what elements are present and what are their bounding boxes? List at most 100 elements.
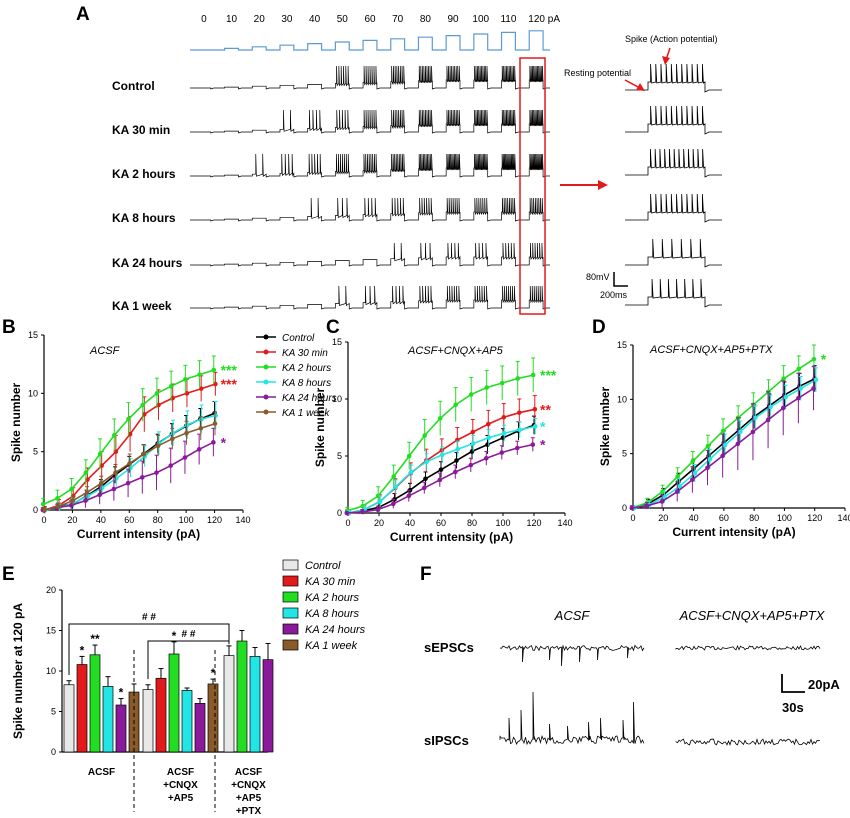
data-point xyxy=(438,467,444,472)
y-tick-label: 10 xyxy=(332,394,342,404)
data-point xyxy=(629,505,635,511)
condition-label: KA 24 hours xyxy=(112,256,183,270)
data-point xyxy=(484,455,489,461)
data-point xyxy=(141,451,147,457)
legend-marker xyxy=(263,379,269,385)
legend-label: KA 30 min xyxy=(282,348,328,359)
bar-group: * * ACSF +CNQX +AP5 xyxy=(142,629,219,804)
group-label: +AP5 xyxy=(236,793,262,804)
data-point xyxy=(517,427,522,433)
panel-d-letter: D xyxy=(592,317,606,338)
x-tick-label: 120 xyxy=(807,513,822,523)
significance-star: * xyxy=(172,629,177,643)
significance-star: ** xyxy=(90,632,100,646)
data-point xyxy=(515,376,520,381)
group-label: ACSF xyxy=(88,767,115,778)
legend-swatch xyxy=(282,559,299,571)
data-point xyxy=(530,372,536,378)
bar xyxy=(168,653,180,753)
data-point xyxy=(437,477,443,483)
data-point xyxy=(484,385,490,390)
data-point xyxy=(140,402,145,408)
legend-marker xyxy=(263,409,269,415)
data-point xyxy=(140,475,145,480)
data-point xyxy=(198,426,204,431)
significance-star: *** xyxy=(221,376,238,392)
zoomed-traces xyxy=(625,63,722,308)
group-label: +CNQX xyxy=(163,780,198,791)
data-point xyxy=(423,476,428,482)
data-point xyxy=(783,394,788,400)
scale-bar-a: 80mV 200ms xyxy=(586,272,628,300)
data-point xyxy=(98,480,104,486)
data-point xyxy=(532,406,538,412)
legend-label: KA 2 hours xyxy=(282,363,331,374)
panel-b: B 0 20 40 60 80 100 120 140 0 5 10 15 Current intens… xyxy=(2,317,337,541)
legend-label: KA 2 hours xyxy=(305,592,360,604)
bar xyxy=(155,677,167,753)
significance-star: *** xyxy=(540,367,557,383)
scale-time: 200ms xyxy=(600,290,628,300)
x-tick-label: 140 xyxy=(837,513,850,523)
data-point xyxy=(55,496,60,501)
data-point xyxy=(360,509,365,515)
series-ka8h xyxy=(346,417,538,516)
data-point xyxy=(113,470,118,475)
y-tick-label: 15 xyxy=(28,330,38,340)
data-point xyxy=(424,459,430,465)
data-point xyxy=(796,395,801,401)
data-point xyxy=(40,501,46,507)
data-point xyxy=(644,503,650,509)
chart-title: ACSF+CNQX+AP5+PTX xyxy=(649,344,773,356)
current-traces xyxy=(499,644,821,746)
data-point xyxy=(393,484,399,490)
trace xyxy=(190,285,550,310)
y-tick-label: 5 xyxy=(622,449,627,459)
highlight-box xyxy=(519,57,546,315)
data-point xyxy=(406,493,412,499)
panel-f: F ACSF ACSF+CNQX+AP5+PTX sEPSCs sIPSCs 2… xyxy=(420,564,840,748)
y-tick-label: 0 xyxy=(33,505,38,515)
x-axis-label: Current intensity (pA) xyxy=(390,530,513,544)
data-point xyxy=(798,386,804,391)
data-point xyxy=(486,421,491,427)
x-tick-label: 120 xyxy=(526,518,541,528)
sipsc-ptx xyxy=(675,738,821,746)
data-point xyxy=(170,436,175,442)
bar xyxy=(262,659,274,753)
bar xyxy=(236,640,248,753)
trace xyxy=(190,109,550,134)
x-tick-label: 20 xyxy=(374,518,384,528)
series-ka24h xyxy=(629,366,816,511)
col-acsf: ACSF xyxy=(554,608,591,623)
data-point xyxy=(168,384,174,389)
current-label: 40 xyxy=(309,14,321,25)
x-tick-label: 40 xyxy=(689,513,699,523)
x-tick-label: 60 xyxy=(719,513,729,523)
data-point xyxy=(720,428,726,434)
bar xyxy=(194,703,206,753)
y-tick-label: 15 xyxy=(617,340,627,350)
data-point xyxy=(530,442,536,447)
data-point xyxy=(659,499,665,504)
y-tick-label: 0 xyxy=(337,508,342,518)
data-point xyxy=(83,470,89,475)
zoom-trace xyxy=(625,278,722,308)
data-point xyxy=(408,469,414,475)
data-point xyxy=(437,416,443,421)
bar xyxy=(102,686,114,753)
panel-a-letter: A xyxy=(76,4,90,25)
bar xyxy=(249,656,261,753)
condition-labels: Control KA 30 min KA 2 hours KA 8 hours KA 2… xyxy=(112,79,183,313)
data-point xyxy=(111,486,117,492)
y-axis-label: Spike number xyxy=(9,382,23,462)
legend: Control KA 30 min KA 2 hours KA 8 hours KA 2… xyxy=(282,559,366,652)
data-point xyxy=(454,458,459,463)
series-control xyxy=(345,415,537,516)
condition-label: KA 30 min xyxy=(112,123,170,137)
data-point xyxy=(780,405,786,411)
y-tick-label: 15 xyxy=(46,626,56,636)
bar xyxy=(142,689,154,753)
data-point xyxy=(422,433,428,438)
